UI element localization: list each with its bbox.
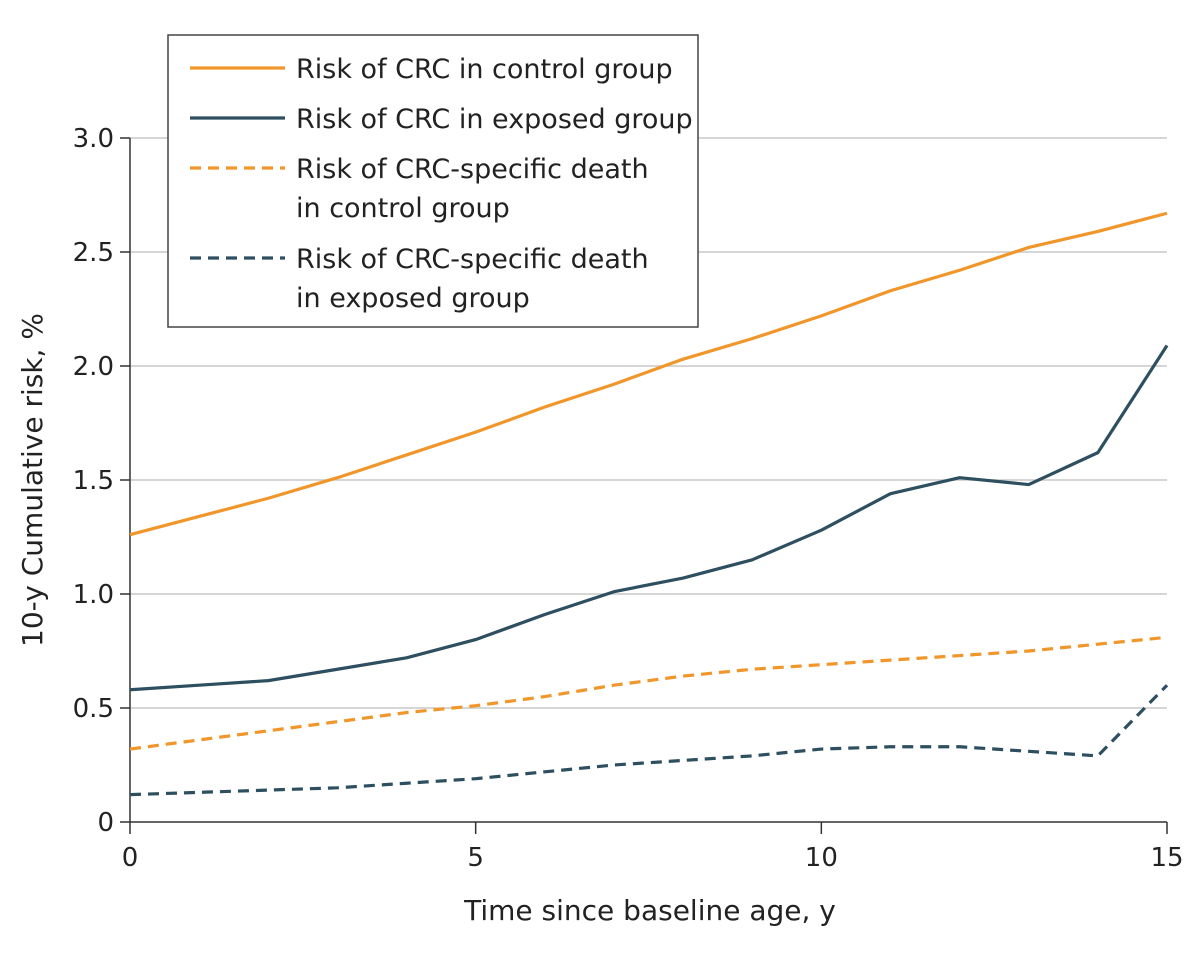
legend: Risk of CRC in control group Risk of CRC … xyxy=(167,34,699,328)
series-line-2 xyxy=(129,344,1169,692)
series-line-1 xyxy=(129,211,1168,537)
series-line-3 xyxy=(129,635,1168,751)
y-axis-title: 10-y Cumulative risk, % xyxy=(16,313,49,647)
y-tick-label: 2.0 xyxy=(73,352,114,382)
y-tick-label: 1.0 xyxy=(73,580,114,610)
legend-label-3: Risk of CRC-specific death xyxy=(296,154,649,185)
y-tick-label: 0.5 xyxy=(73,694,114,724)
x-axis-title: Time since baseline age, y xyxy=(463,894,836,927)
series-lines xyxy=(129,211,1169,797)
y-tick-label: 3.0 xyxy=(73,124,114,154)
y-tick-label: 0 xyxy=(97,808,114,838)
x-tick-label: 0 xyxy=(122,843,139,873)
legend-label-2: Risk of CRC in exposed group xyxy=(296,104,693,135)
legend-box xyxy=(167,34,699,328)
axes: 0 0.5 1.0 1.5 2.0 2.5 3.0 0 5 10 15 xyxy=(73,124,1184,873)
series-line-4 xyxy=(129,684,1169,797)
y-tick-label: 1.5 xyxy=(73,466,114,496)
legend-label-3: in control group xyxy=(296,193,510,224)
legend-label-1: Risk of CRC in control group xyxy=(296,54,673,85)
x-tick-label: 15 xyxy=(1150,843,1183,873)
x-tick-label: 10 xyxy=(805,843,838,873)
legend-label-4: Risk of CRC-specific death xyxy=(296,244,649,275)
legend-label-4: in exposed group xyxy=(296,283,530,314)
x-tick-label: 5 xyxy=(467,843,484,873)
y-tick-label: 2.5 xyxy=(73,238,114,268)
